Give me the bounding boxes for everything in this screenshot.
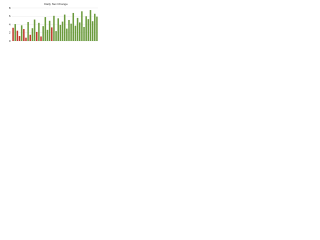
- chart: Daily Net Change 0 2 4 6 8: [9, 2, 98, 43]
- bar: [96, 16, 98, 41]
- bar: [74, 25, 77, 41]
- bar: [89, 10, 92, 41]
- bar: [70, 23, 72, 41]
- bar: [31, 28, 34, 41]
- bar: [23, 29, 25, 41]
- bar: [46, 29, 49, 41]
- bar: [27, 22, 29, 41]
- y-tick-label: 8: [9, 6, 11, 10]
- bar: [14, 24, 16, 41]
- bar: [91, 21, 94, 41]
- bar: [35, 31, 38, 41]
- bar: [87, 19, 90, 41]
- bar: [25, 37, 27, 41]
- bar: [48, 20, 51, 41]
- bar: [53, 15, 55, 41]
- bar: [12, 27, 14, 41]
- bar: [63, 14, 66, 42]
- bar: [85, 16, 87, 41]
- bar: [94, 13, 96, 41]
- y-tick-label: 4: [9, 22, 11, 26]
- bar: [78, 22, 81, 41]
- bar: [83, 26, 85, 41]
- bar: [38, 22, 40, 41]
- y-tick-label: 2: [9, 31, 11, 35]
- bar: [42, 26, 44, 41]
- y-tick-label: 0: [9, 39, 11, 43]
- bar: [20, 25, 23, 41]
- bar: [66, 28, 68, 41]
- chart-title: Daily Net Change: [44, 2, 68, 6]
- bar: [40, 36, 42, 41]
- y-tick-label: 6: [9, 14, 11, 18]
- bar: [81, 11, 83, 42]
- bar: [76, 17, 79, 41]
- bar: [51, 27, 53, 41]
- bar: [61, 21, 64, 41]
- bar: [57, 18, 59, 41]
- bar: [18, 36, 21, 41]
- bar: [29, 34, 32, 41]
- bar: [16, 30, 19, 41]
- bar: [55, 31, 57, 41]
- bar: [68, 19, 70, 41]
- bar: [33, 19, 36, 41]
- bar: [44, 17, 47, 41]
- bar: [59, 24, 62, 41]
- bar: [72, 12, 75, 41]
